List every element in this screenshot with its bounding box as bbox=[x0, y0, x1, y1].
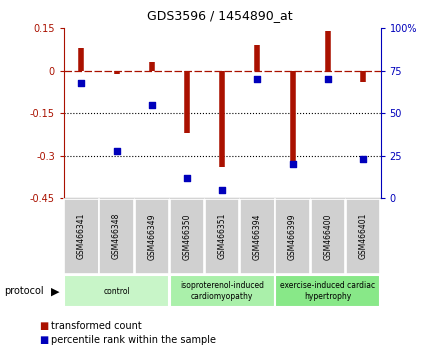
Text: transformed count: transformed count bbox=[51, 321, 141, 331]
FancyBboxPatch shape bbox=[170, 199, 204, 274]
FancyBboxPatch shape bbox=[275, 199, 310, 274]
Text: ▶: ▶ bbox=[51, 286, 59, 296]
Text: GSM466348: GSM466348 bbox=[112, 213, 121, 259]
Point bbox=[219, 187, 226, 193]
FancyBboxPatch shape bbox=[64, 275, 169, 307]
FancyBboxPatch shape bbox=[135, 199, 169, 274]
Text: protocol: protocol bbox=[4, 286, 44, 296]
Point bbox=[254, 76, 261, 82]
Point bbox=[78, 80, 85, 86]
Point bbox=[148, 102, 155, 108]
Text: GSM466349: GSM466349 bbox=[147, 213, 156, 259]
FancyBboxPatch shape bbox=[205, 199, 239, 274]
Point bbox=[359, 156, 367, 162]
Text: GDS3596 / 1454890_at: GDS3596 / 1454890_at bbox=[147, 9, 293, 22]
Text: percentile rank within the sample: percentile rank within the sample bbox=[51, 335, 216, 345]
FancyBboxPatch shape bbox=[99, 199, 134, 274]
Point bbox=[183, 175, 191, 181]
FancyBboxPatch shape bbox=[64, 199, 99, 274]
Text: control: control bbox=[103, 287, 130, 296]
Point bbox=[324, 76, 331, 82]
Text: GSM466399: GSM466399 bbox=[288, 213, 297, 259]
FancyBboxPatch shape bbox=[275, 275, 380, 307]
Text: GSM466341: GSM466341 bbox=[77, 213, 86, 259]
FancyBboxPatch shape bbox=[346, 199, 380, 274]
Point bbox=[113, 148, 120, 154]
Text: GSM466351: GSM466351 bbox=[218, 213, 227, 259]
Text: GSM466394: GSM466394 bbox=[253, 213, 262, 259]
Point bbox=[289, 161, 296, 167]
FancyBboxPatch shape bbox=[240, 199, 275, 274]
Text: ■: ■ bbox=[40, 335, 49, 345]
FancyBboxPatch shape bbox=[311, 199, 345, 274]
Text: exercise-induced cardiac
hypertrophy: exercise-induced cardiac hypertrophy bbox=[280, 281, 375, 301]
Text: ■: ■ bbox=[40, 321, 49, 331]
FancyBboxPatch shape bbox=[170, 275, 275, 307]
Text: GSM466400: GSM466400 bbox=[323, 213, 332, 259]
Text: GSM466350: GSM466350 bbox=[183, 213, 191, 259]
Text: isoproterenol-induced
cardiomyopathy: isoproterenol-induced cardiomyopathy bbox=[180, 281, 264, 301]
Text: GSM466401: GSM466401 bbox=[359, 213, 367, 259]
